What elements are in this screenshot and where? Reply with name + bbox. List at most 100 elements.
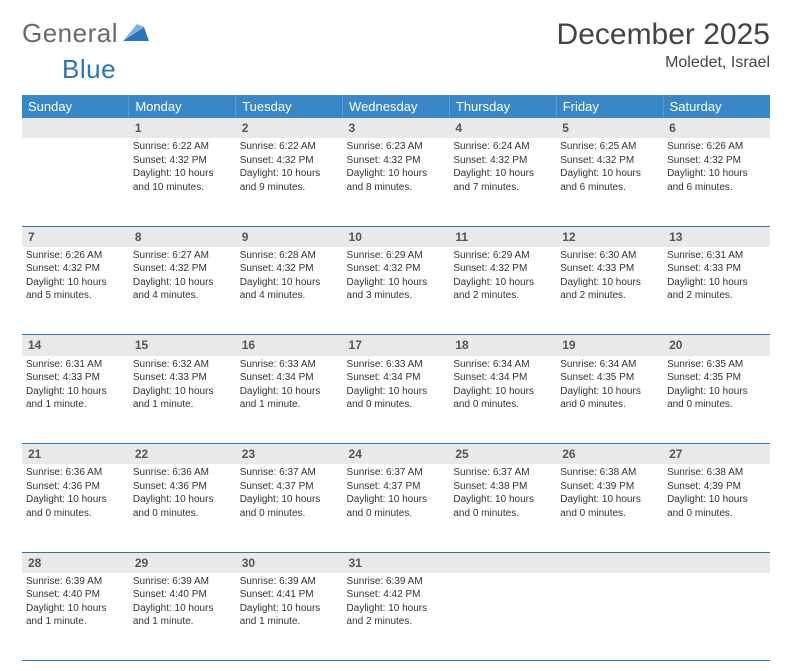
calendar-table: Sunday Monday Tuesday Wednesday Thursday… <box>22 95 770 661</box>
day-number <box>663 552 770 573</box>
daylight-text: Daylight: 10 hours <box>26 385 125 399</box>
sunrise-text: Sunrise: 6:25 AM <box>560 140 659 154</box>
day-cell: Sunrise: 6:39 AMSunset: 4:40 PMDaylight:… <box>129 573 236 661</box>
daylight-text: and 2 minutes. <box>347 615 446 629</box>
sunrise-text: Sunrise: 6:34 AM <box>453 358 552 372</box>
daylight-text: and 0 minutes. <box>347 507 446 521</box>
sunrise-text: Sunrise: 6:26 AM <box>26 249 125 263</box>
daylight-text: and 0 minutes. <box>453 398 552 412</box>
daylight-text: and 7 minutes. <box>453 181 552 195</box>
daylight-text: and 2 minutes. <box>667 289 766 303</box>
sunset-text: Sunset: 4:32 PM <box>133 154 232 168</box>
sunset-text: Sunset: 4:42 PM <box>347 588 446 602</box>
sunrise-text: Sunrise: 6:37 AM <box>453 466 552 480</box>
sunrise-text: Sunrise: 6:36 AM <box>26 466 125 480</box>
daylight-text: and 2 minutes. <box>560 289 659 303</box>
day-cell: Sunrise: 6:33 AMSunset: 4:34 PMDaylight:… <box>236 356 343 444</box>
sunrise-text: Sunrise: 6:33 AM <box>240 358 339 372</box>
day-cell: Sunrise: 6:39 AMSunset: 4:41 PMDaylight:… <box>236 573 343 661</box>
day-number: 10 <box>343 226 450 247</box>
daylight-text: Daylight: 10 hours <box>133 493 232 507</box>
sunset-text: Sunset: 4:32 PM <box>347 262 446 276</box>
day-cell: Sunrise: 6:30 AMSunset: 4:33 PMDaylight:… <box>556 247 663 335</box>
daynum-row: 78910111213 <box>22 226 770 247</box>
sunset-text: Sunset: 4:37 PM <box>347 480 446 494</box>
sunset-text: Sunset: 4:33 PM <box>133 371 232 385</box>
sunrise-text: Sunrise: 6:32 AM <box>133 358 232 372</box>
day-number: 19 <box>556 335 663 356</box>
daylight-text: Daylight: 10 hours <box>453 276 552 290</box>
day-cell: Sunrise: 6:33 AMSunset: 4:34 PMDaylight:… <box>343 356 450 444</box>
day-number: 14 <box>22 335 129 356</box>
sunrise-text: Sunrise: 6:31 AM <box>667 249 766 263</box>
daynum-row: 21222324252627 <box>22 444 770 465</box>
daylight-text: and 6 minutes. <box>560 181 659 195</box>
day-number: 26 <box>556 444 663 465</box>
sunset-text: Sunset: 4:40 PM <box>133 588 232 602</box>
sunrise-text: Sunrise: 6:22 AM <box>133 140 232 154</box>
daylight-text: Daylight: 10 hours <box>26 602 125 616</box>
day-cell: Sunrise: 6:22 AMSunset: 4:32 PMDaylight:… <box>129 138 236 226</box>
sunset-text: Sunset: 4:34 PM <box>453 371 552 385</box>
day-cell: Sunrise: 6:37 AMSunset: 4:38 PMDaylight:… <box>449 464 556 552</box>
daylight-text: Daylight: 10 hours <box>347 276 446 290</box>
day-number: 5 <box>556 118 663 138</box>
week-row: Sunrise: 6:22 AMSunset: 4:32 PMDaylight:… <box>22 138 770 226</box>
day-cell: Sunrise: 6:26 AMSunset: 4:32 PMDaylight:… <box>22 247 129 335</box>
day-cell: Sunrise: 6:38 AMSunset: 4:39 PMDaylight:… <box>556 464 663 552</box>
daylight-text: Daylight: 10 hours <box>347 602 446 616</box>
sunset-text: Sunset: 4:33 PM <box>560 262 659 276</box>
sunrise-text: Sunrise: 6:23 AM <box>347 140 446 154</box>
day-cell: Sunrise: 6:36 AMSunset: 4:36 PMDaylight:… <box>129 464 236 552</box>
logo-mark-icon <box>123 21 149 46</box>
weekday-header: Tuesday <box>236 95 343 118</box>
day-cell: Sunrise: 6:37 AMSunset: 4:37 PMDaylight:… <box>236 464 343 552</box>
daylight-text: and 0 minutes. <box>133 507 232 521</box>
daylight-text: Daylight: 10 hours <box>240 276 339 290</box>
sunset-text: Sunset: 4:35 PM <box>560 371 659 385</box>
daylight-text: Daylight: 10 hours <box>560 276 659 290</box>
logo: General <box>22 18 151 49</box>
day-number: 23 <box>236 444 343 465</box>
day-number: 24 <box>343 444 450 465</box>
day-number: 4 <box>449 118 556 138</box>
day-number <box>449 552 556 573</box>
daylight-text: Daylight: 10 hours <box>347 167 446 181</box>
week-row: Sunrise: 6:36 AMSunset: 4:36 PMDaylight:… <box>22 464 770 552</box>
day-cell: Sunrise: 6:28 AMSunset: 4:32 PMDaylight:… <box>236 247 343 335</box>
daylight-text: Daylight: 10 hours <box>240 493 339 507</box>
day-cell: Sunrise: 6:39 AMSunset: 4:42 PMDaylight:… <box>343 573 450 661</box>
daylight-text: Daylight: 10 hours <box>133 167 232 181</box>
daylight-text: Daylight: 10 hours <box>133 602 232 616</box>
sunrise-text: Sunrise: 6:38 AM <box>560 466 659 480</box>
daylight-text: Daylight: 10 hours <box>133 276 232 290</box>
daylight-text: Daylight: 10 hours <box>667 276 766 290</box>
daylight-text: and 1 minute. <box>133 398 232 412</box>
daylight-text: and 4 minutes. <box>240 289 339 303</box>
day-cell: Sunrise: 6:31 AMSunset: 4:33 PMDaylight:… <box>22 356 129 444</box>
weekday-header: Monday <box>129 95 236 118</box>
day-number: 28 <box>22 552 129 573</box>
day-cell <box>556 573 663 661</box>
sunset-text: Sunset: 4:32 PM <box>347 154 446 168</box>
sunrise-text: Sunrise: 6:37 AM <box>347 466 446 480</box>
sunset-text: Sunset: 4:35 PM <box>667 371 766 385</box>
sunrise-text: Sunrise: 6:22 AM <box>240 140 339 154</box>
sunrise-text: Sunrise: 6:24 AM <box>453 140 552 154</box>
day-number: 12 <box>556 226 663 247</box>
sunrise-text: Sunrise: 6:38 AM <box>667 466 766 480</box>
day-cell: Sunrise: 6:35 AMSunset: 4:35 PMDaylight:… <box>663 356 770 444</box>
day-cell: Sunrise: 6:34 AMSunset: 4:34 PMDaylight:… <box>449 356 556 444</box>
day-cell: Sunrise: 6:22 AMSunset: 4:32 PMDaylight:… <box>236 138 343 226</box>
day-cell <box>22 138 129 226</box>
daylight-text: and 6 minutes. <box>667 181 766 195</box>
day-cell: Sunrise: 6:34 AMSunset: 4:35 PMDaylight:… <box>556 356 663 444</box>
daylight-text: Daylight: 10 hours <box>133 385 232 399</box>
day-number: 17 <box>343 335 450 356</box>
daynum-row: 14151617181920 <box>22 335 770 356</box>
sunrise-text: Sunrise: 6:37 AM <box>240 466 339 480</box>
sunset-text: Sunset: 4:32 PM <box>453 154 552 168</box>
day-number: 20 <box>663 335 770 356</box>
daylight-text: and 0 minutes. <box>26 507 125 521</box>
day-number: 18 <box>449 335 556 356</box>
